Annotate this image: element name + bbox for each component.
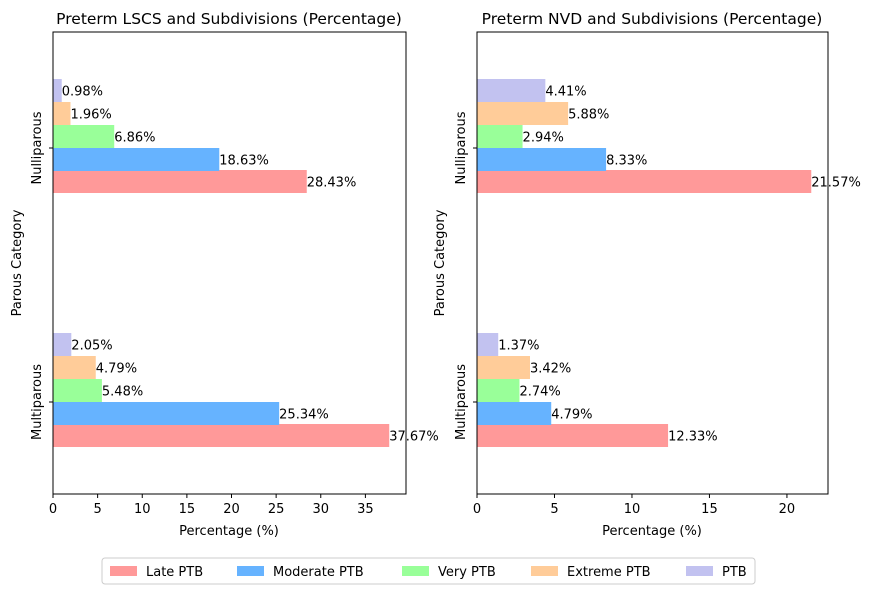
x-axis-label: Percentage (%) (179, 524, 279, 539)
y-tick-label: Nulliparous (454, 111, 469, 184)
bar-ptb-nulliparous (53, 79, 62, 102)
legend-label: Late PTB (146, 565, 203, 580)
lscs-chart-panel: Preterm LSCS and Subdivisions (Percentag… (10, 10, 439, 539)
y-tick-label: Multiparous (454, 364, 469, 440)
y-axis-label: Parous Category (433, 209, 448, 316)
bar-ptb-multiparous (477, 333, 499, 356)
data-label: 6.86% (114, 131, 155, 146)
bar-moderate-ptb-multiparous (53, 402, 280, 425)
plot-frame (476, 31, 829, 495)
bars: 12.33% 21.57% 4.79% 8.33% 2.74% 2.94% 3.42% 5.8… (477, 79, 861, 447)
legend: Late PTB Moderate PTB Very PTB Extreme PTB P… (101, 557, 756, 585)
bar-extreme-ptb-multiparous (53, 356, 96, 379)
chart-title: Preterm NVD and Subdivisions (Percentage… (482, 10, 823, 28)
x-axis-label: Percentage (%) (602, 524, 702, 539)
bar-ptb-multiparous (53, 333, 72, 356)
legend-swatch (237, 566, 264, 576)
legend-label: PTB (722, 565, 747, 580)
data-label: 2.05% (71, 339, 112, 354)
y-axis-label: Parous Category (10, 209, 25, 316)
x-tick-label: 20 (779, 502, 796, 517)
legend-label: Moderate PTB (273, 565, 364, 580)
data-label: 25.34% (279, 408, 329, 423)
legend-swatch (110, 566, 137, 576)
legend-swatch (531, 566, 558, 576)
x-tick-label: 15 (179, 502, 196, 517)
data-label: 4.41% (545, 85, 586, 100)
nvd-chart-panel: Preterm NVD and Subdivisions (Percentage… (433, 10, 861, 539)
x-tick-label: 30 (312, 502, 329, 517)
data-label: 5.48% (102, 385, 143, 400)
data-label: 1.96% (70, 108, 111, 123)
chart-title: Preterm LSCS and Subdivisions (Percentag… (56, 10, 402, 28)
y-tick-label: Multiparous (30, 364, 45, 440)
data-label: 28.43% (307, 176, 357, 191)
data-label: 2.94% (523, 131, 564, 146)
y-tick-label: Nulliparous (30, 111, 45, 184)
bar-moderate-ptb-multiparous (477, 402, 552, 425)
bar-late-ptb-nulliparous (53, 170, 307, 193)
bar-extreme-ptb-nulliparous (477, 102, 569, 125)
x-tick-label: 25 (268, 502, 285, 517)
bar-late-ptb-multiparous (477, 424, 669, 447)
data-label: 3.42% (530, 362, 571, 377)
x-tick-label: 10 (624, 502, 641, 517)
x-tick-label: 5 (550, 502, 558, 517)
data-label: 1.37% (498, 339, 539, 354)
legend-swatch (402, 566, 429, 576)
data-label: 8.33% (606, 154, 647, 169)
bar-very-ptb-multiparous (477, 379, 520, 402)
bar-moderate-ptb-nulliparous (53, 148, 220, 171)
legend-swatch (686, 566, 713, 576)
x-tick-label: 15 (701, 502, 718, 517)
data-label: 4.79% (96, 362, 137, 377)
legend-label: Extreme PTB (567, 565, 651, 580)
data-label: 4.79% (551, 408, 592, 423)
x-tick-label: 0 (473, 502, 481, 517)
x-tick-label: 35 (357, 502, 374, 517)
data-label: 12.33% (668, 430, 718, 445)
x-tick-label: 20 (223, 502, 240, 517)
bar-very-ptb-nulliparous (477, 125, 523, 148)
data-label: 5.88% (568, 108, 609, 123)
bar-moderate-ptb-nulliparous (477, 148, 607, 171)
plot-frame (52, 31, 407, 495)
bar-very-ptb-nulliparous (53, 125, 115, 148)
data-label: 18.63% (219, 154, 269, 169)
legend-label: Very PTB (438, 565, 496, 580)
data-label: 37.67% (389, 430, 439, 445)
bars: 37.67% 28.43% 25.34% 18.63% 5.48% 6.86% 4.79% 1… (53, 79, 439, 447)
bar-extreme-ptb-nulliparous (53, 102, 71, 125)
bar-extreme-ptb-multiparous (477, 356, 530, 379)
data-label: 0.98% (62, 85, 103, 100)
bar-very-ptb-multiparous (53, 379, 102, 402)
x-tick-label: 10 (134, 502, 151, 517)
x-tick-label: 5 (93, 502, 101, 517)
bar-late-ptb-multiparous (53, 424, 390, 447)
x-tick-label: 0 (49, 502, 57, 517)
data-label: 2.74% (519, 385, 560, 400)
bar-ptb-nulliparous (477, 79, 546, 102)
data-label: 21.57% (811, 176, 861, 191)
bar-late-ptb-nulliparous (477, 170, 812, 193)
